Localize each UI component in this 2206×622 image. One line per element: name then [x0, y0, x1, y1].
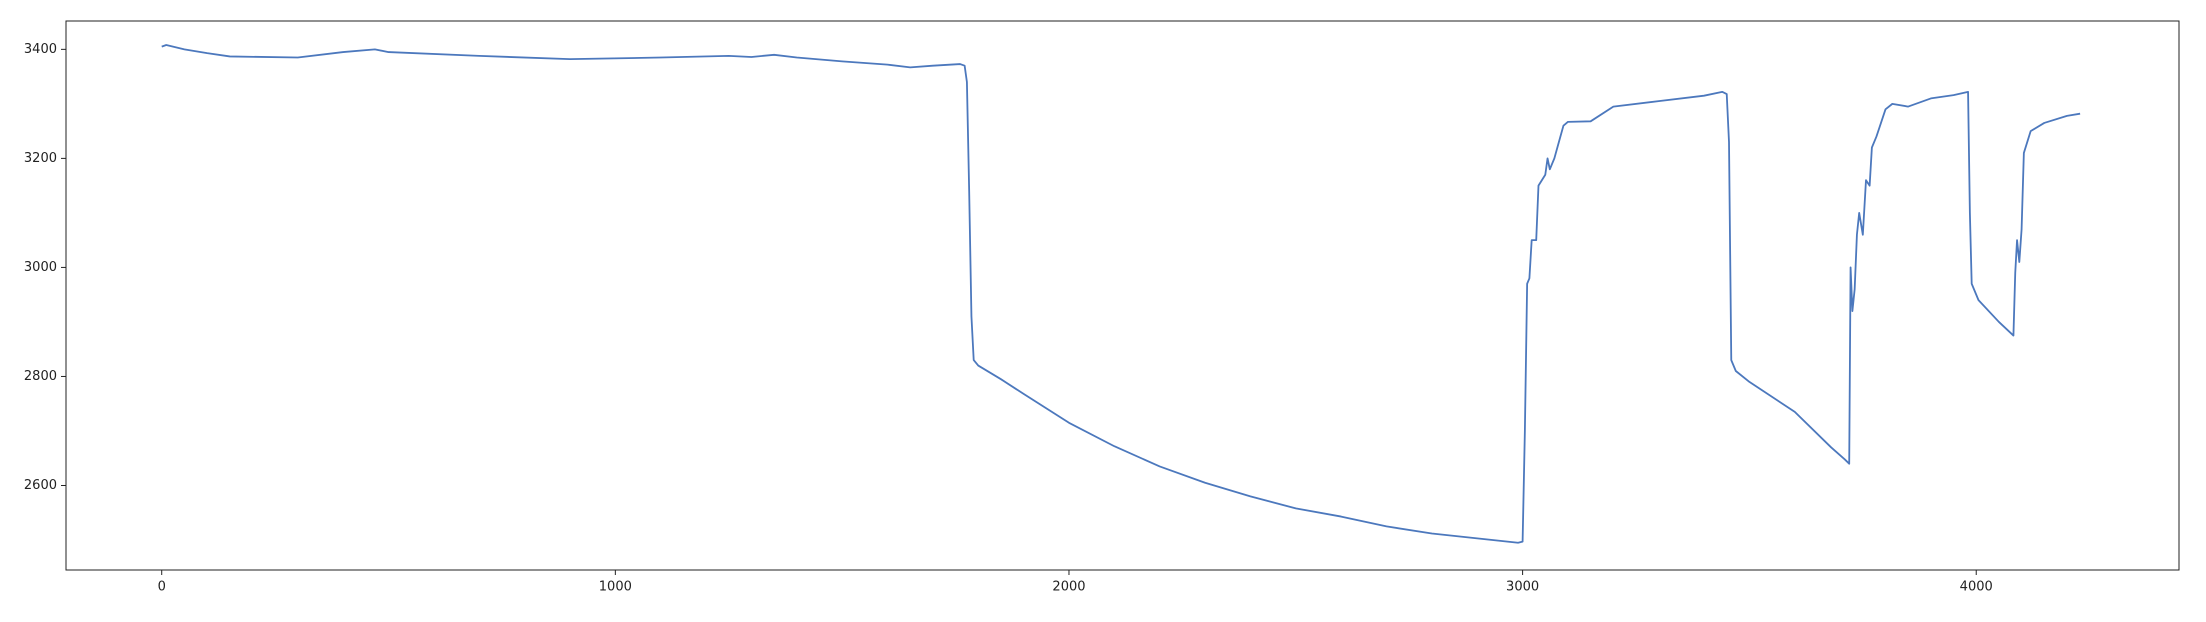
x-tick-label: 2000 [1052, 580, 1085, 595]
y-tick-label: 3000 [24, 260, 57, 275]
axes-frame [65, 20, 2180, 571]
y-tick-label: 2800 [24, 369, 57, 384]
y-tick-label: 2600 [24, 478, 57, 493]
x-tick-label: 4000 [1960, 580, 1993, 595]
x-tick-label: 0 [158, 580, 166, 595]
y-tick-label: 3200 [24, 151, 57, 166]
data-line [161, 44, 2081, 544]
y-tick-label: 3400 [24, 42, 57, 57]
x-tick-label: 1000 [599, 580, 632, 595]
x-tick-label: 3000 [1506, 580, 1539, 595]
